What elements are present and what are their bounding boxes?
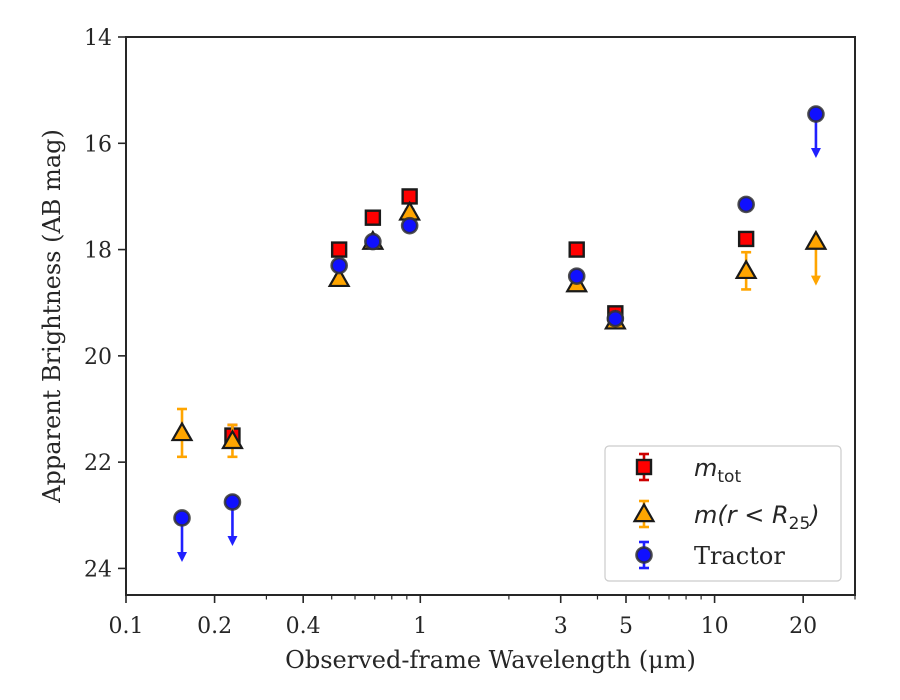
legend-label-main: m xyxy=(694,454,717,482)
triangle-point xyxy=(221,429,244,450)
circle-point xyxy=(807,105,825,123)
legend: mtot m(r < R25) Tractor xyxy=(604,445,842,582)
y-tick-label: 18 xyxy=(84,239,112,264)
x-axis-title: Observed-frame Wavelength (μm) xyxy=(285,646,696,674)
x-tick-label: 0.4 xyxy=(286,614,321,639)
circle-point xyxy=(400,216,419,235)
y-axis-title: Apparent Brightness (AB mag) xyxy=(38,129,66,504)
legend-label-main: m(r < R xyxy=(694,501,789,529)
triangle-point xyxy=(804,229,828,250)
circle-legend-marker xyxy=(635,546,653,564)
square-point xyxy=(330,241,348,258)
x-tick-label: 1 xyxy=(413,614,427,639)
square-point xyxy=(364,209,382,226)
y-tick-label: 16 xyxy=(84,132,112,157)
triangle-point xyxy=(327,267,351,288)
x-tick-label: 5 xyxy=(619,614,633,639)
triangle-point xyxy=(734,259,758,280)
legend-label-square: mtot xyxy=(694,454,741,487)
circle-point xyxy=(223,493,242,511)
square-point xyxy=(568,241,585,258)
y-tick-label: 14 xyxy=(84,26,112,51)
y-tick-label: 22 xyxy=(84,451,112,476)
plot-marks xyxy=(170,105,828,562)
triangle-upper-limit-arrowhead xyxy=(810,275,821,286)
legend-label-subscript: 25 xyxy=(789,514,811,534)
circle-point xyxy=(330,256,348,275)
circle-point xyxy=(364,232,382,251)
circle-point xyxy=(173,509,191,527)
circle-point xyxy=(567,267,586,285)
triangle-legend-marker xyxy=(632,502,656,523)
x-tick-label: 0.1 xyxy=(109,614,144,639)
x-tick-label: 10 xyxy=(701,614,729,639)
y-tick-label: 20 xyxy=(84,345,112,370)
legend-box xyxy=(604,445,842,582)
square-point xyxy=(737,230,755,248)
circle-upper-limit-arrowhead xyxy=(810,148,821,159)
circle-upper-limit-arrowhead xyxy=(177,551,188,562)
square-legend-marker xyxy=(635,458,653,476)
legend-label-circle: Tractor xyxy=(694,542,785,570)
circle-upper-limit-arrowhead xyxy=(227,536,238,546)
plot-frame xyxy=(125,36,856,596)
axis-ticks: 0.1 0.2 0.4 1 3 5 10 20 14 16 18 20 22 24 xyxy=(84,26,856,639)
y-tick-label: 24 xyxy=(84,557,112,582)
circle-point xyxy=(737,195,755,214)
circle-point xyxy=(606,309,625,328)
x-tick-label: 20 xyxy=(789,614,817,639)
legend-label-subscript: tot xyxy=(717,467,741,487)
triangle-point xyxy=(170,421,194,442)
x-tick-label: 3 xyxy=(554,614,568,639)
x-tick-label: 0.2 xyxy=(197,614,232,639)
legend-label-suffix: ) xyxy=(808,501,819,529)
legend-label-triangle: m(r < R25) xyxy=(694,501,820,534)
